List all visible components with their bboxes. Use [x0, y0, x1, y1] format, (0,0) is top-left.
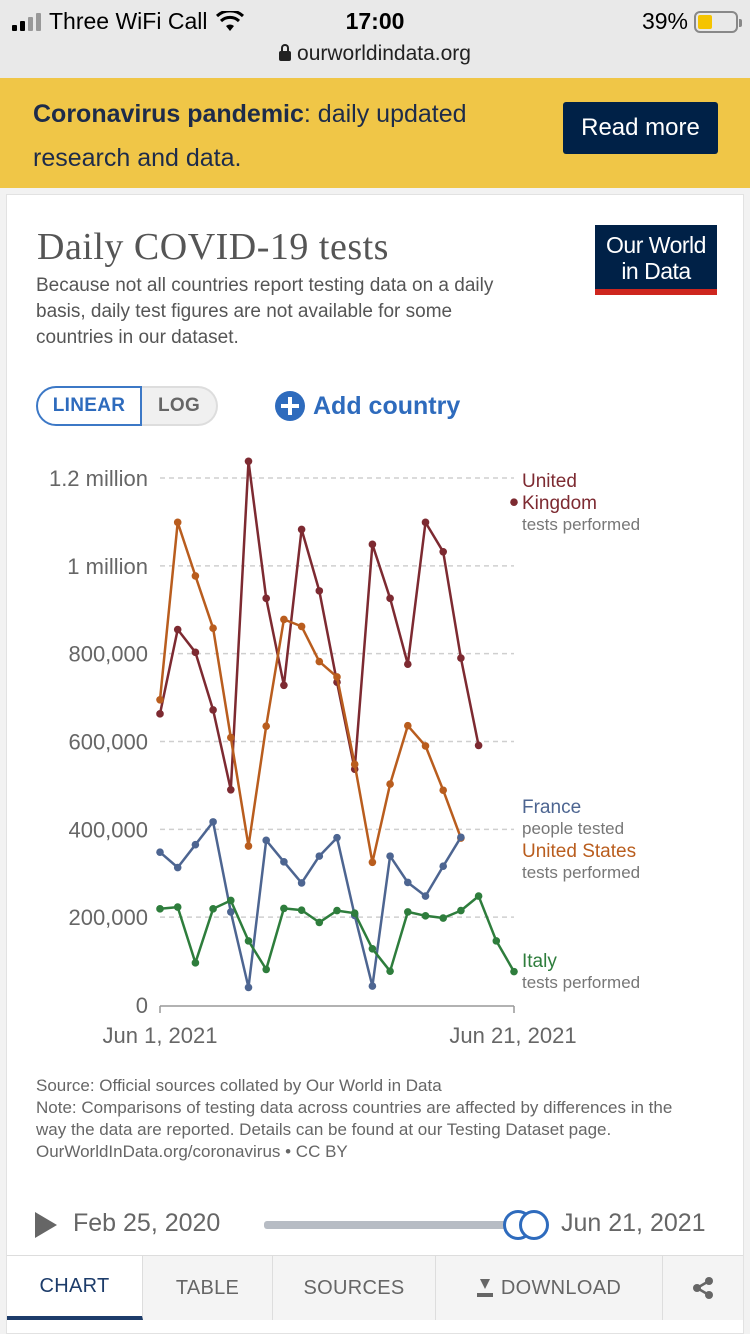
tab-sources[interactable]: SOURCES: [273, 1256, 436, 1320]
chart-footer: Source: Official sources collated by Our…: [36, 1075, 696, 1163]
download-label: DOWNLOAD: [500, 1276, 622, 1299]
signal-icon: [12, 12, 41, 31]
scale-toggle: LINEAR LOG: [36, 386, 218, 426]
timeline: Feb 25, 2020 Jun 21, 2021: [35, 1207, 725, 1247]
chart-title: Daily COVID-19 tests: [37, 226, 389, 268]
read-more-button[interactable]: Read more: [563, 102, 718, 154]
url-text: ourworldindata.org: [297, 42, 471, 65]
bottom-tabs: CHART TABLE SOURCES DOWNLOAD: [7, 1255, 743, 1320]
battery-icon: [694, 10, 742, 33]
tab-download[interactable]: DOWNLOAD: [436, 1256, 663, 1320]
logo-line-2: in Data: [621, 258, 691, 284]
license-text[interactable]: OurWorldInData.org/coronavirus • CC BY: [36, 1142, 348, 1161]
share-icon: [692, 1277, 714, 1299]
timeline-start-date: Feb 25, 2020: [73, 1209, 221, 1237]
log-scale-button[interactable]: LOG: [142, 386, 218, 426]
tab-chart[interactable]: CHART: [7, 1256, 143, 1320]
address-bar[interactable]: ourworldindata.org: [0, 42, 750, 66]
announcement-banner: Coronavirus pandemic: daily updated rese…: [0, 78, 750, 188]
source-text: Source: Official sources collated by Our…: [36, 1076, 442, 1095]
chart-subtitle: Because not all countries report testing…: [36, 275, 494, 348]
banner-bold: Coronavirus pandemic: [33, 100, 304, 128]
status-bar: Three WiFi Call 17:00 39% ourworldindata…: [0, 0, 750, 78]
share-button[interactable]: [663, 1256, 743, 1320]
linear-scale-button[interactable]: LINEAR: [36, 386, 142, 426]
battery-percent: 39%: [641, 8, 688, 34]
wifi-icon: [216, 10, 245, 31]
add-country-button[interactable]: Add country: [275, 386, 460, 426]
status-left: Three WiFi Call: [12, 8, 245, 35]
timeline-track[interactable]: [264, 1221, 534, 1229]
plus-circle-icon: [275, 391, 305, 421]
note-text: Note: Comparisons of testing data across…: [36, 1098, 673, 1139]
logo-line-1: Our World: [606, 232, 706, 258]
download-icon: [476, 1279, 493, 1297]
status-right: 39%: [641, 8, 742, 35]
banner-rest: : daily updated research and data.: [33, 100, 467, 172]
carrier-name: Three WiFi Call: [49, 8, 208, 34]
lock-icon: [279, 44, 292, 61]
add-country-label: Add country: [313, 391, 461, 420]
play-icon[interactable]: [35, 1212, 57, 1238]
owid-logo[interactable]: Our World in Data: [595, 225, 717, 295]
timeline-end-handle[interactable]: [519, 1210, 549, 1240]
clock: 17:00: [345, 8, 405, 34]
banner-text: Coronavirus pandemic: daily updated rese…: [33, 92, 533, 180]
chart-card: Daily COVID-19 tests Because not all cou…: [6, 194, 744, 1334]
timeline-end-date: Jun 21, 2021: [561, 1209, 706, 1237]
tab-table[interactable]: TABLE: [143, 1256, 273, 1320]
